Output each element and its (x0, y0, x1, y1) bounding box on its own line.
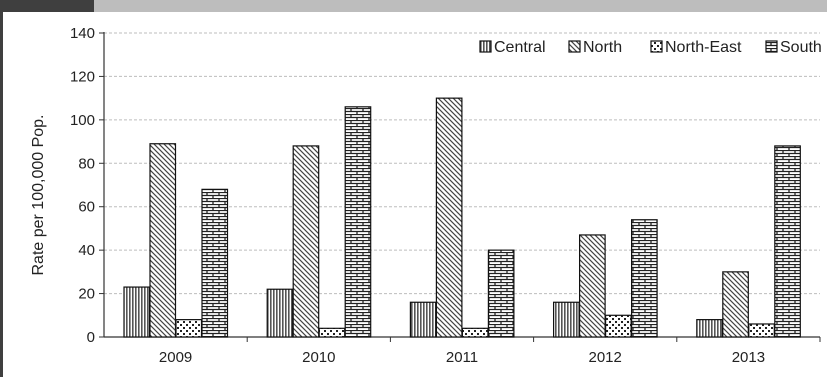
bar-north-east-2012 (604, 314, 632, 338)
bar-north-2013 (722, 271, 749, 338)
legend-item-south: South (765, 39, 822, 56)
y-tick-label: 60 (78, 199, 95, 216)
legend-swatch (568, 40, 581, 53)
x-tick-label-2011: 2011 (446, 349, 478, 366)
bar-central-2011 (409, 301, 437, 338)
x-tick-label-2012: 2012 (589, 349, 622, 366)
legend-item-north: North (568, 39, 622, 56)
bar-north-2011 (435, 97, 463, 338)
bar-central-2009 (123, 286, 151, 338)
legend-item-central: Central (479, 39, 546, 56)
legend-item-north-east: North-East (650, 39, 742, 56)
bar-south-2012 (630, 219, 658, 338)
y-tick-label: 80 (78, 155, 95, 172)
legend-label: South (780, 39, 822, 56)
bar-south-2010 (344, 106, 372, 338)
header-bar-dark (0, 0, 94, 12)
legend-label: North-East (665, 39, 742, 56)
y-tick-label: 120 (70, 68, 95, 85)
y-tick-label: 140 (70, 25, 95, 42)
bar-south-2011 (487, 249, 515, 338)
bar-north-2010 (292, 145, 320, 338)
bar-north-east-2009 (175, 319, 203, 338)
left-border (0, 12, 3, 377)
y-tick-label: 0 (87, 329, 95, 346)
x-tick-label-2009: 2009 (159, 349, 192, 366)
bar-north-east-2010 (318, 327, 346, 338)
bar-central-2012 (552, 301, 580, 338)
bar-south-2009 (201, 188, 229, 338)
y-axis-label: Rate per 100,000 Pop. (30, 114, 47, 275)
legend-swatch (765, 40, 778, 53)
legend-swatch (650, 40, 663, 53)
bar-north-2012 (578, 234, 606, 338)
bar-central-2010 (266, 288, 294, 338)
legend-label: North (583, 39, 622, 56)
y-tick-label: 40 (78, 242, 95, 259)
y-tick-label: 100 (70, 112, 95, 129)
x-tick-label-2013: 2013 (732, 349, 765, 366)
x-tick-label-2010: 2010 (302, 349, 335, 366)
bar-north-2009 (149, 143, 177, 338)
y-tick-label: 20 (78, 286, 95, 303)
bar-central-2013 (696, 319, 723, 338)
bar-north-east-2013 (748, 323, 775, 338)
legend-label: Central (494, 39, 546, 56)
legend-swatch (479, 40, 492, 53)
bar-north-east-2011 (461, 327, 489, 338)
header-bar-light (94, 0, 827, 12)
bar-south-2013 (774, 145, 801, 338)
